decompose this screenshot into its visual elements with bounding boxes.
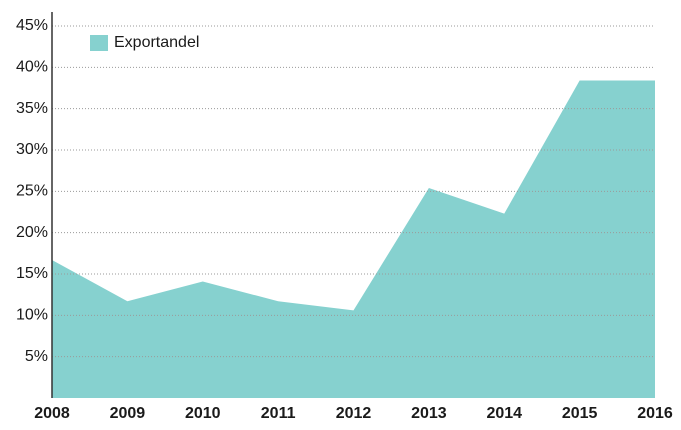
y-tick-label: 25% — [16, 183, 48, 200]
y-tick-label: 20% — [16, 224, 48, 241]
x-tick-label: 2008 — [34, 405, 70, 422]
y-tick-label: 35% — [16, 100, 48, 117]
x-tick-label: 2009 — [110, 405, 146, 422]
area — [52, 80, 655, 398]
y-tick-label: 10% — [16, 307, 48, 324]
y-tick-label: 30% — [16, 141, 48, 158]
legend-label: Exportandel — [114, 34, 199, 51]
x-tick-label: 2011 — [261, 405, 296, 422]
y-tick-label: 45% — [16, 17, 48, 34]
y-tick-label: 40% — [16, 59, 48, 76]
x-tick-label: 2013 — [411, 405, 447, 422]
y-tick-label: 15% — [16, 265, 48, 282]
x-tick-label: 2012 — [336, 405, 372, 422]
legend-swatch — [90, 35, 108, 51]
x-tick-label: 2010 — [185, 405, 221, 422]
x-tick-label: 2014 — [486, 405, 522, 422]
x-tick-label: 2016 — [637, 405, 673, 422]
x-tick-label: 2015 — [562, 405, 598, 422]
y-tick-label: 5% — [25, 348, 48, 365]
